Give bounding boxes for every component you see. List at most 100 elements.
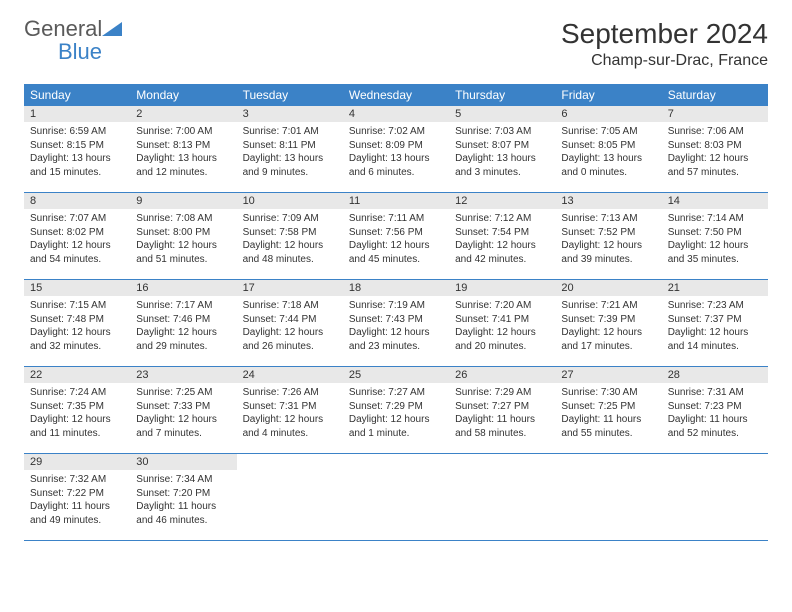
calendar-day-cell: 18Sunrise: 7:19 AMSunset: 7:43 PMDayligh… — [343, 280, 449, 366]
sunrise-text: Sunrise: 7:02 AM — [349, 125, 443, 139]
sunset-text: Sunset: 8:11 PM — [243, 139, 337, 153]
sunrise-text: Sunrise: 7:11 AM — [349, 212, 443, 226]
sunset-text: Sunset: 7:37 PM — [668, 313, 762, 327]
calendar-body: 1Sunrise: 6:59 AMSunset: 8:15 PMDaylight… — [24, 106, 768, 541]
daylight-text: Daylight: 12 hours and 11 minutes. — [30, 413, 124, 440]
day-details: Sunrise: 7:31 AMSunset: 7:23 PMDaylight:… — [662, 383, 768, 446]
daylight-text: Daylight: 12 hours and 29 minutes. — [136, 326, 230, 353]
day-number: 23 — [130, 367, 236, 383]
sunrise-text: Sunrise: 7:34 AM — [136, 473, 230, 487]
calendar: Sunday Monday Tuesday Wednesday Thursday… — [24, 84, 768, 541]
day-number: 24 — [237, 367, 343, 383]
calendar-day-cell: 6Sunrise: 7:05 AMSunset: 8:05 PMDaylight… — [555, 106, 661, 192]
calendar-day-cell: 24Sunrise: 7:26 AMSunset: 7:31 PMDayligh… — [237, 367, 343, 453]
day-number: 14 — [662, 193, 768, 209]
daylight-text: Daylight: 11 hours and 58 minutes. — [455, 413, 549, 440]
daylight-text: Daylight: 12 hours and 23 minutes. — [349, 326, 443, 353]
day-details: Sunrise: 7:05 AMSunset: 8:05 PMDaylight:… — [555, 122, 661, 185]
day-number: 26 — [449, 367, 555, 383]
day-number: 9 — [130, 193, 236, 209]
daylight-text: Daylight: 11 hours and 49 minutes. — [30, 500, 124, 527]
sunset-text: Sunset: 7:44 PM — [243, 313, 337, 327]
daylight-text: Daylight: 12 hours and 20 minutes. — [455, 326, 549, 353]
day-details: Sunrise: 7:30 AMSunset: 7:25 PMDaylight:… — [555, 383, 661, 446]
sunrise-text: Sunrise: 7:00 AM — [136, 125, 230, 139]
month-title: September 2024 — [561, 18, 768, 50]
calendar-day-cell: 2Sunrise: 7:00 AMSunset: 8:13 PMDaylight… — [130, 106, 236, 192]
day-details: Sunrise: 7:15 AMSunset: 7:48 PMDaylight:… — [24, 296, 130, 359]
day-details: Sunrise: 7:23 AMSunset: 7:37 PMDaylight:… — [662, 296, 768, 359]
calendar-day-cell: 15Sunrise: 7:15 AMSunset: 7:48 PMDayligh… — [24, 280, 130, 366]
sunset-text: Sunset: 8:09 PM — [349, 139, 443, 153]
day-number: 16 — [130, 280, 236, 296]
calendar-week-row: 29Sunrise: 7:32 AMSunset: 7:22 PMDayligh… — [24, 454, 768, 541]
sunset-text: Sunset: 8:03 PM — [668, 139, 762, 153]
day-details: Sunrise: 7:17 AMSunset: 7:46 PMDaylight:… — [130, 296, 236, 359]
calendar-day-cell: 19Sunrise: 7:20 AMSunset: 7:41 PMDayligh… — [449, 280, 555, 366]
triangle-icon — [102, 20, 122, 36]
sunset-text: Sunset: 7:29 PM — [349, 400, 443, 414]
sunset-text: Sunset: 8:15 PM — [30, 139, 124, 153]
calendar-week-row: 22Sunrise: 7:24 AMSunset: 7:35 PMDayligh… — [24, 367, 768, 454]
calendar-day-cell: 8Sunrise: 7:07 AMSunset: 8:02 PMDaylight… — [24, 193, 130, 279]
sunrise-text: Sunrise: 7:14 AM — [668, 212, 762, 226]
sunset-text: Sunset: 7:25 PM — [561, 400, 655, 414]
sunset-text: Sunset: 7:39 PM — [561, 313, 655, 327]
calendar-day-cell: 22Sunrise: 7:24 AMSunset: 7:35 PMDayligh… — [24, 367, 130, 453]
day-number: 21 — [662, 280, 768, 296]
day-number: 28 — [662, 367, 768, 383]
calendar-day-cell: 11Sunrise: 7:11 AMSunset: 7:56 PMDayligh… — [343, 193, 449, 279]
logo: General Blue — [24, 18, 122, 64]
day-details: Sunrise: 7:01 AMSunset: 8:11 PMDaylight:… — [237, 122, 343, 185]
daylight-text: Daylight: 12 hours and 57 minutes. — [668, 152, 762, 179]
calendar-day-cell: 25Sunrise: 7:27 AMSunset: 7:29 PMDayligh… — [343, 367, 449, 453]
sunrise-text: Sunrise: 7:23 AM — [668, 299, 762, 313]
day-details: Sunrise: 7:27 AMSunset: 7:29 PMDaylight:… — [343, 383, 449, 446]
calendar-day-cell: 4Sunrise: 7:02 AMSunset: 8:09 PMDaylight… — [343, 106, 449, 192]
day-number: 18 — [343, 280, 449, 296]
day-details: Sunrise: 7:20 AMSunset: 7:41 PMDaylight:… — [449, 296, 555, 359]
sunrise-text: Sunrise: 7:15 AM — [30, 299, 124, 313]
sunset-text: Sunset: 7:33 PM — [136, 400, 230, 414]
sunrise-text: Sunrise: 7:27 AM — [349, 386, 443, 400]
calendar-day-cell: 26Sunrise: 7:29 AMSunset: 7:27 PMDayligh… — [449, 367, 555, 453]
calendar-day-cell: 21Sunrise: 7:23 AMSunset: 7:37 PMDayligh… — [662, 280, 768, 366]
title-block: September 2024 Champ-sur-Drac, France — [561, 18, 768, 70]
sunrise-text: Sunrise: 7:21 AM — [561, 299, 655, 313]
day-number: 20 — [555, 280, 661, 296]
calendar-week-row: 15Sunrise: 7:15 AMSunset: 7:48 PMDayligh… — [24, 280, 768, 367]
daylight-text: Daylight: 13 hours and 15 minutes. — [30, 152, 124, 179]
day-details: Sunrise: 6:59 AMSunset: 8:15 PMDaylight:… — [24, 122, 130, 185]
daylight-text: Daylight: 12 hours and 26 minutes. — [243, 326, 337, 353]
day-number: 3 — [237, 106, 343, 122]
day-details: Sunrise: 7:03 AMSunset: 8:07 PMDaylight:… — [449, 122, 555, 185]
sunrise-text: Sunrise: 7:17 AM — [136, 299, 230, 313]
sunset-text: Sunset: 7:52 PM — [561, 226, 655, 240]
day-number: 17 — [237, 280, 343, 296]
calendar-day-cell: 1Sunrise: 6:59 AMSunset: 8:15 PMDaylight… — [24, 106, 130, 192]
sunset-text: Sunset: 7:54 PM — [455, 226, 549, 240]
day-number: 15 — [24, 280, 130, 296]
daylight-text: Daylight: 12 hours and 51 minutes. — [136, 239, 230, 266]
sunset-text: Sunset: 8:13 PM — [136, 139, 230, 153]
day-details: Sunrise: 7:19 AMSunset: 7:43 PMDaylight:… — [343, 296, 449, 359]
calendar-day-cell: 7Sunrise: 7:06 AMSunset: 8:03 PMDaylight… — [662, 106, 768, 192]
daylight-text: Daylight: 12 hours and 32 minutes. — [30, 326, 124, 353]
calendar-day-cell: 12Sunrise: 7:12 AMSunset: 7:54 PMDayligh… — [449, 193, 555, 279]
day-number: 11 — [343, 193, 449, 209]
day-details: Sunrise: 7:18 AMSunset: 7:44 PMDaylight:… — [237, 296, 343, 359]
day-details: Sunrise: 7:08 AMSunset: 8:00 PMDaylight:… — [130, 209, 236, 272]
calendar-day-cell: 10Sunrise: 7:09 AMSunset: 7:58 PMDayligh… — [237, 193, 343, 279]
sunset-text: Sunset: 8:05 PM — [561, 139, 655, 153]
calendar-day-cell: 20Sunrise: 7:21 AMSunset: 7:39 PMDayligh… — [555, 280, 661, 366]
day-details: Sunrise: 7:32 AMSunset: 7:22 PMDaylight:… — [24, 470, 130, 533]
day-details: Sunrise: 7:07 AMSunset: 8:02 PMDaylight:… — [24, 209, 130, 272]
sunset-text: Sunset: 7:22 PM — [30, 487, 124, 501]
daylight-text: Daylight: 11 hours and 46 minutes. — [136, 500, 230, 527]
daylight-text: Daylight: 12 hours and 14 minutes. — [668, 326, 762, 353]
day-number: 5 — [449, 106, 555, 122]
sunset-text: Sunset: 7:31 PM — [243, 400, 337, 414]
day-details: Sunrise: 7:02 AMSunset: 8:09 PMDaylight:… — [343, 122, 449, 185]
calendar-day-cell: 13Sunrise: 7:13 AMSunset: 7:52 PMDayligh… — [555, 193, 661, 279]
calendar-day-cell — [555, 454, 661, 540]
